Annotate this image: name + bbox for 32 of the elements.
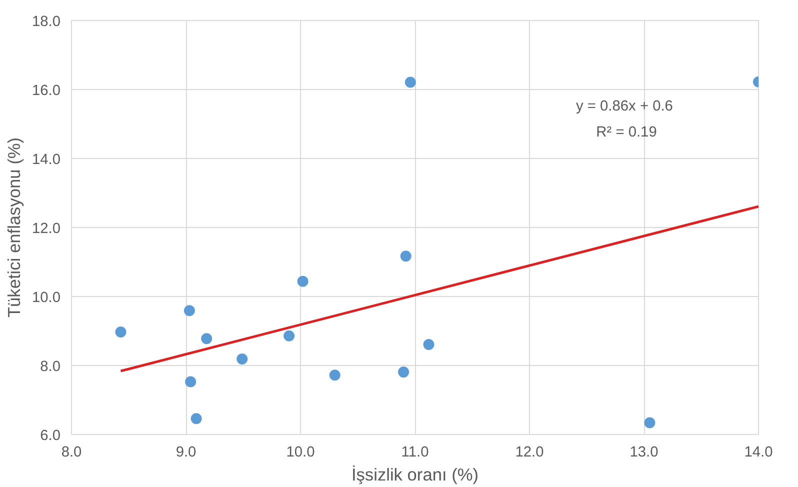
y-axis-title: Tüketici enflasyonu (%)	[4, 137, 24, 318]
x-tick-label: 9.0	[176, 444, 196, 460]
point	[329, 370, 340, 381]
x-tick-label: 13.0	[630, 444, 658, 460]
y-tick-label: 12.0	[32, 221, 61, 237]
x-axis-title: İşsizlik oranı (%)	[351, 464, 479, 484]
x-tick-label: 11.0	[401, 444, 429, 460]
annotation: R² = 0.19	[596, 124, 657, 140]
point	[423, 338, 434, 350]
point	[236, 353, 248, 364]
point	[190, 413, 202, 424]
point	[201, 333, 212, 344]
y-tick-label: 8.0	[40, 359, 60, 375]
x-tick-label: 12.0	[515, 444, 544, 460]
x-tick-label: 10.0	[286, 444, 315, 460]
point	[185, 376, 196, 388]
point	[115, 326, 126, 338]
point	[284, 330, 295, 342]
y-tick-label: 16.0	[32, 83, 61, 99]
x-tick-label: 14.0	[744, 444, 773, 460]
point	[184, 305, 195, 316]
point	[404, 76, 416, 88]
y-tick-label: 6.0	[40, 428, 60, 444]
y-tick-label: 14.0	[32, 152, 61, 168]
point	[297, 276, 308, 287]
y-tick-label: 18.0	[32, 14, 61, 30]
point	[398, 366, 410, 378]
x-tick-label: 8.0	[61, 444, 82, 460]
point	[400, 250, 412, 262]
point	[644, 417, 656, 428]
annotation: y = 0.86x + 0.6	[576, 98, 673, 114]
y-tick-label: 10.0	[32, 290, 61, 306]
